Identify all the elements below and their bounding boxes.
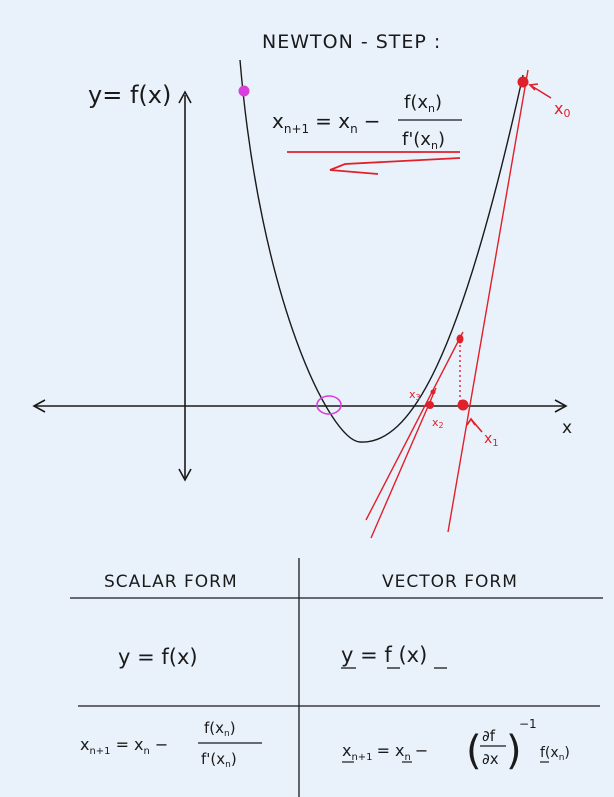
label-x1: x1 [484,431,499,449]
point-x1 [457,399,469,411]
function-curve [239,59,524,443]
svg-text:f(xn): f(xn) [540,745,570,763]
formula-equals: = x [315,109,350,133]
svg-text:xn+1= xn−: xn+1 = xn − [272,109,380,136]
header-scalar-form: SCALAR FORM [104,572,238,592]
header-vector-form: VECTOR FORM [382,572,518,592]
formula-xn-subscript: n [350,122,358,136]
formula-underline-scribble [287,151,461,175]
point-f-x1 [456,334,464,344]
y-axis-label: y= f(x) [88,81,171,109]
jacobian-inverse-exponent: −1 [519,717,537,731]
jacobian-close-paren: ) [506,728,522,774]
start-point-marker [238,85,250,97]
svg-text:xn+1= xn−: xn+1 = xn − [80,735,168,757]
tangent-at-x1 [365,331,464,521]
formula-minus: − [364,109,381,133]
svg-text:f(xn): f(xn) [204,719,236,739]
point-x0 [517,76,529,88]
svg-text:xn+1= xn−: xn+1 = xn − [342,741,428,763]
point-x3 [430,389,436,395]
vector-update-formula: xn+1 = xn − ( ∂f ∂x ) −1 f(xn) [342,717,570,774]
x0-pointer-line [529,84,552,99]
comparison-table-lines [70,558,603,797]
formula-lhs-subscript: n+1 [284,122,309,136]
label-x3: x3 [409,388,421,402]
update-rule-formula: xn+1 = xn − f(xn) f'(xn) [272,92,462,152]
tangent-at-x0 [447,69,529,533]
true-root-circle [316,395,342,415]
label-x2: x2 [432,416,444,430]
label-x0: x0 [554,99,570,120]
axes [32,90,568,482]
scalar-function-def: y = f(x) [118,645,198,669]
tangent-at-x2 [370,387,437,539]
newton-construction [365,69,529,539]
scalar-update-formula: xn+1 = xn − f(xn) f'(xn) [80,719,262,770]
formula-lhs: x [272,109,284,133]
jacobian-denominator: ∂x [482,750,499,768]
point-x2 [426,401,434,409]
jacobian-numerator: ∂f [482,727,496,745]
formula-denominator: f'(xn) [402,129,445,152]
jacobian-open-paren: ( [466,728,482,774]
page-title: NEWTON - STEP : [262,31,441,53]
y-axis-down-arrow-icon [178,468,192,482]
vector-function-def: y = f (x) [341,643,427,667]
x1-pointer-line [470,418,483,433]
formula-numerator: f(xn) [404,92,442,115]
x-axis-label: x [562,418,572,438]
x-axis-right-arrow-icon [554,399,568,413]
y-axis-up-arrow-icon [178,90,192,104]
svg-text:f'(xn): f'(xn) [201,750,237,770]
x-axis-left-arrow-icon [32,399,46,413]
